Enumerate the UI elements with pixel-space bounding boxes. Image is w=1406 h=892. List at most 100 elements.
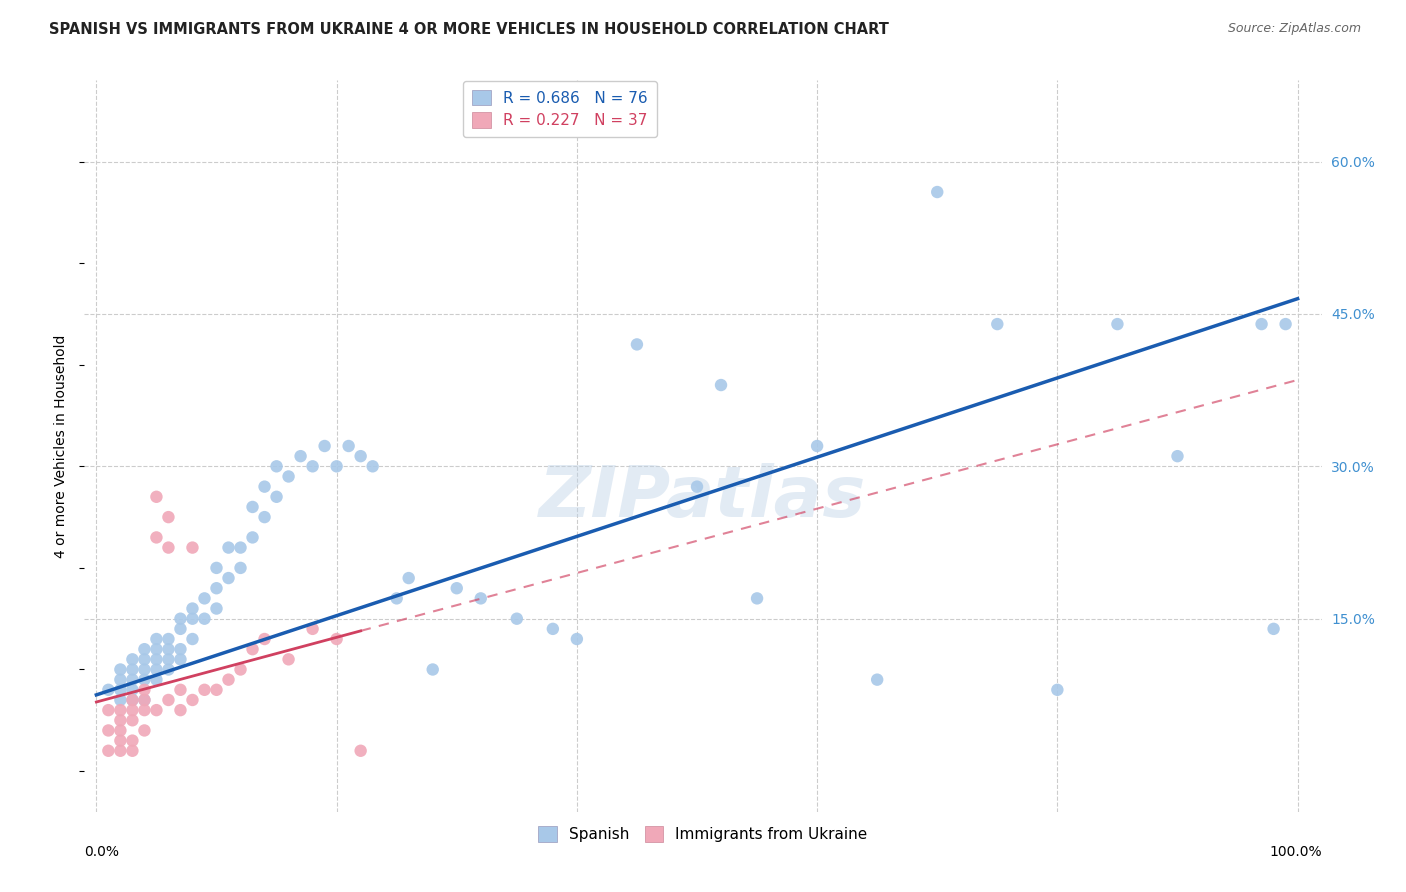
Point xyxy=(134,663,156,677)
Point xyxy=(169,652,191,666)
Point xyxy=(361,459,384,474)
Point xyxy=(121,693,143,707)
Legend: Spanish, Immigrants from Ukraine: Spanish, Immigrants from Ukraine xyxy=(533,820,873,848)
Point xyxy=(145,652,167,666)
Point xyxy=(541,622,564,636)
Text: SPANISH VS IMMIGRANTS FROM UKRAINE 4 OR MORE VEHICLES IN HOUSEHOLD CORRELATION C: SPANISH VS IMMIGRANTS FROM UKRAINE 4 OR … xyxy=(49,22,889,37)
Point xyxy=(169,622,191,636)
Point xyxy=(1166,449,1188,463)
Point xyxy=(145,490,167,504)
Point xyxy=(470,591,492,606)
Point xyxy=(325,459,347,474)
Point xyxy=(277,469,299,483)
Point xyxy=(134,693,156,707)
Point xyxy=(110,733,132,747)
Point xyxy=(205,601,228,615)
Point xyxy=(301,459,323,474)
Point xyxy=(169,612,191,626)
Point xyxy=(121,703,143,717)
Point xyxy=(110,744,132,758)
Point xyxy=(97,682,120,697)
Point xyxy=(422,663,444,677)
Point xyxy=(181,632,204,646)
Text: 100.0%: 100.0% xyxy=(1270,845,1322,859)
Point xyxy=(181,541,204,555)
Point xyxy=(193,612,215,626)
Point xyxy=(325,632,347,646)
Point xyxy=(866,673,889,687)
Point xyxy=(218,571,240,585)
Point xyxy=(181,601,204,615)
Text: ZIPatlas: ZIPatlas xyxy=(540,463,866,532)
Point xyxy=(157,693,180,707)
Point xyxy=(134,652,156,666)
Point xyxy=(1107,317,1129,331)
Point xyxy=(745,591,768,606)
Point xyxy=(806,439,828,453)
Point xyxy=(253,510,276,524)
Point xyxy=(121,663,143,677)
Point xyxy=(134,682,156,697)
Point xyxy=(229,663,252,677)
Point xyxy=(710,378,733,392)
Point xyxy=(121,733,143,747)
Point xyxy=(446,581,468,595)
Point xyxy=(927,185,949,199)
Point xyxy=(121,682,143,697)
Point xyxy=(121,673,143,687)
Point xyxy=(314,439,336,453)
Point xyxy=(145,632,167,646)
Point xyxy=(266,459,288,474)
Point xyxy=(145,642,167,657)
Point xyxy=(110,663,132,677)
Point xyxy=(157,510,180,524)
Point xyxy=(229,541,252,555)
Point xyxy=(205,581,228,595)
Point xyxy=(134,723,156,738)
Point xyxy=(134,703,156,717)
Point xyxy=(266,490,288,504)
Point xyxy=(110,673,132,687)
Point xyxy=(121,693,143,707)
Point xyxy=(218,541,240,555)
Point xyxy=(134,642,156,657)
Point xyxy=(157,663,180,677)
Point xyxy=(134,693,156,707)
Point xyxy=(350,449,373,463)
Point xyxy=(145,530,167,544)
Point xyxy=(565,632,588,646)
Point xyxy=(181,693,204,707)
Point xyxy=(385,591,408,606)
Point xyxy=(506,612,529,626)
Text: 0.0%: 0.0% xyxy=(84,845,120,859)
Point xyxy=(229,561,252,575)
Point xyxy=(157,632,180,646)
Point xyxy=(301,622,323,636)
Point xyxy=(350,744,373,758)
Text: Source: ZipAtlas.com: Source: ZipAtlas.com xyxy=(1227,22,1361,36)
Point xyxy=(1263,622,1285,636)
Point xyxy=(97,744,120,758)
Point xyxy=(97,723,120,738)
Point xyxy=(110,723,132,738)
Point xyxy=(145,673,167,687)
Point xyxy=(398,571,420,585)
Point xyxy=(110,703,132,717)
Point xyxy=(181,612,204,626)
Point xyxy=(277,652,299,666)
Point xyxy=(205,682,228,697)
Point xyxy=(193,591,215,606)
Point xyxy=(253,480,276,494)
Point xyxy=(121,744,143,758)
Point xyxy=(145,703,167,717)
Point xyxy=(121,652,143,666)
Y-axis label: 4 or more Vehicles in Household: 4 or more Vehicles in Household xyxy=(55,334,69,558)
Point xyxy=(121,714,143,728)
Point xyxy=(169,642,191,657)
Point xyxy=(97,703,120,717)
Point xyxy=(686,480,709,494)
Point xyxy=(290,449,312,463)
Point xyxy=(253,632,276,646)
Point xyxy=(110,693,132,707)
Point xyxy=(134,673,156,687)
